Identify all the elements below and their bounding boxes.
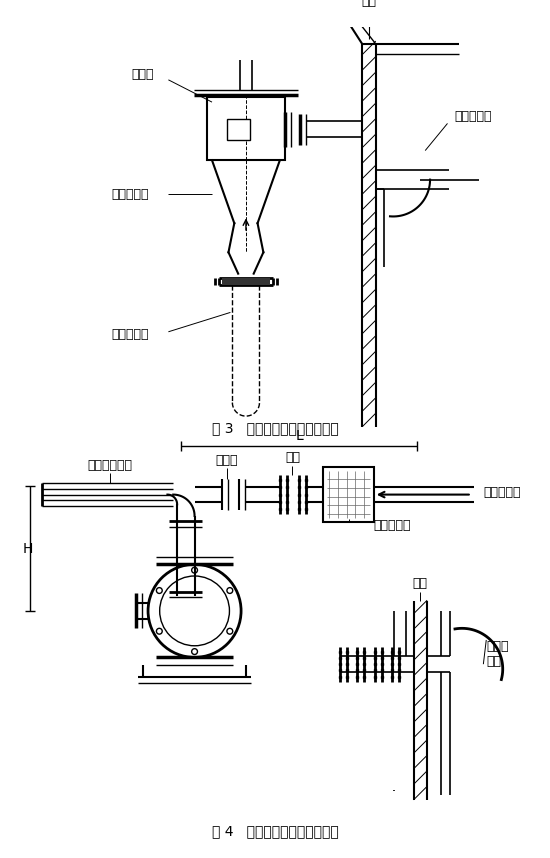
Text: 顶部环形角钢: 顶部环形角钢 [88,459,133,472]
Text: 法兰: 法兰 [285,451,300,464]
Text: 混合液管道: 混合液管道 [112,329,149,341]
Text: 自配管: 自配管 [215,454,238,467]
Text: 罐壁: 罐壁 [361,0,377,8]
Bar [207,97,285,160]
Text: 图 4   横式泡沫产生器安装示意: 图 4 横式泡沫产生器安装示意 [212,824,338,838]
Text: H: H [23,542,33,556]
Text: 混合液入口: 混合液入口 [483,486,521,499]
Bar [323,468,374,522]
Text: 泡沫室: 泡沫室 [131,68,154,81]
Text: 产生器本体: 产生器本体 [112,188,149,201]
Text: 泡沫产生器: 泡沫产生器 [373,519,410,532]
Text: 罐壁: 罐壁 [413,577,428,590]
Text: L: L [295,430,303,444]
Text: 泡沫反
射板: 泡沫反 射板 [486,640,509,668]
Text: 泡沫反射板: 泡沫反射板 [454,110,492,124]
Bar [222,279,270,285]
Text: 图 3   立式泡沫产生器安装示意: 图 3 立式泡沫产生器安装示意 [212,421,338,436]
Bar [227,118,250,140]
